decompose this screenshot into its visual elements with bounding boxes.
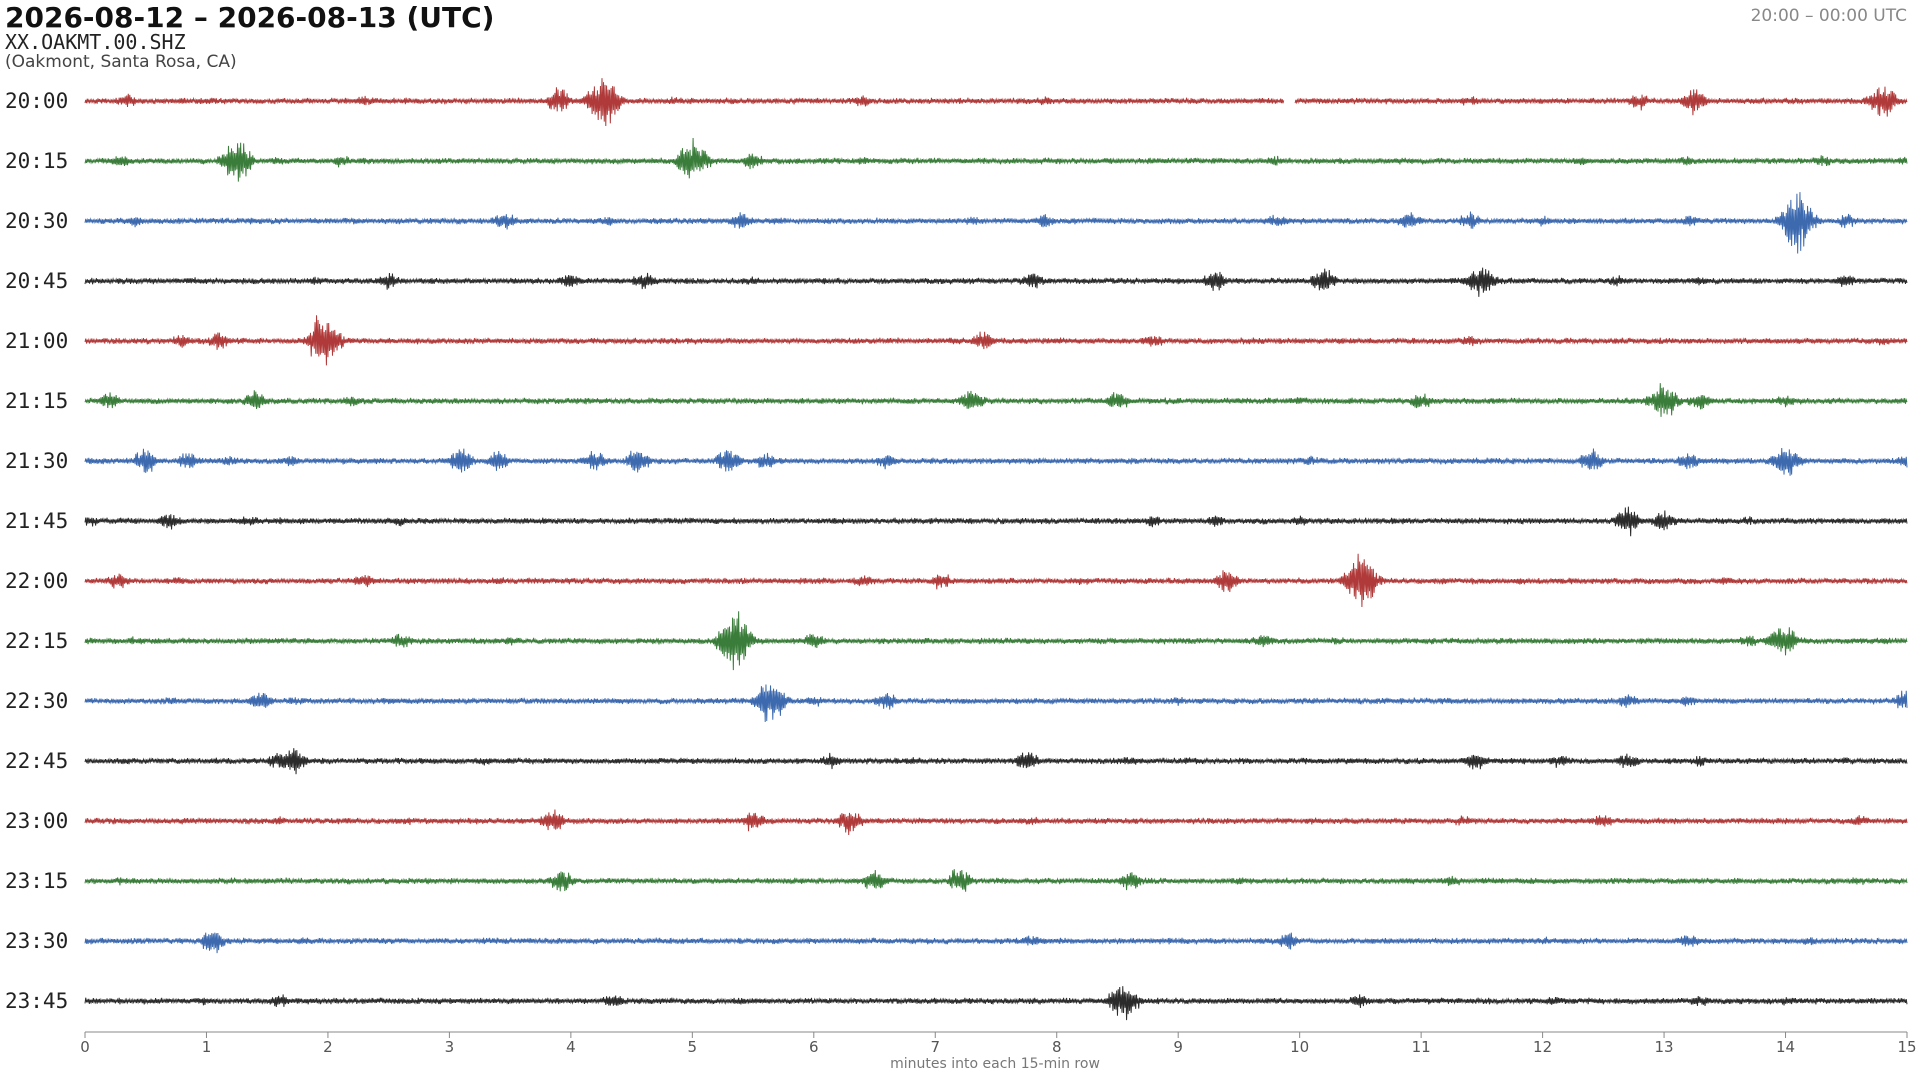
trace-row-2000: 20:00 xyxy=(5,78,1908,126)
seismic-trace xyxy=(84,932,1908,954)
x-axis: 0 1 2 3 4 5 6 7 8 9 10 11 12 13 14 15 xyxy=(80,1031,1917,1056)
seismic-trace xyxy=(84,315,1908,366)
x-tick-label: 7 xyxy=(930,1038,940,1056)
x-tick-label: 3 xyxy=(445,1038,455,1056)
x-tick-label: 13 xyxy=(1655,1038,1674,1056)
seismic-trace xyxy=(84,267,1908,297)
trace-row-2130: 21:30 xyxy=(5,447,1908,476)
x-tick-label: 11 xyxy=(1412,1038,1431,1056)
trace-row-2115: 21:15 xyxy=(5,383,1908,417)
trace-row-2215: 22:15 xyxy=(5,611,1908,671)
x-tick-label: 9 xyxy=(1173,1038,1183,1056)
trace-row-2145: 21:45 xyxy=(5,506,1908,537)
trace-row-2230: 22:30 xyxy=(5,684,1908,722)
time-range: 20:00 – 00:00 UTC xyxy=(1751,6,1907,26)
row-time-label: 21:45 xyxy=(5,509,68,533)
x-tick-label: 4 xyxy=(566,1038,576,1056)
row-time-label: 21:15 xyxy=(5,389,68,413)
x-tick-label: 6 xyxy=(809,1038,819,1056)
row-time-label: 21:00 xyxy=(5,329,68,353)
trace-row-2315: 23:15 xyxy=(5,869,1908,893)
row-time-label: 23:00 xyxy=(5,809,68,833)
trace-row-2030: 20:30 xyxy=(5,192,1908,254)
seismic-trace xyxy=(84,986,1908,1021)
x-tick-label: 2 xyxy=(323,1038,333,1056)
row-time-label: 21:30 xyxy=(5,449,68,473)
station-location: (Oakmont, Santa Rosa, CA) xyxy=(5,52,237,72)
x-tick-label: 14 xyxy=(1776,1038,1795,1056)
trace-row-2015: 20:15 xyxy=(5,138,1908,182)
row-time-label: 22:45 xyxy=(5,749,68,773)
seismic-trace xyxy=(84,138,1908,182)
row-time-label: 23:30 xyxy=(5,929,68,953)
seismic-trace xyxy=(84,684,1908,722)
seismic-trace xyxy=(84,192,1908,254)
seismic-trace xyxy=(84,553,1908,607)
row-time-label: 20:15 xyxy=(5,149,68,173)
x-tick-label: 0 xyxy=(80,1038,90,1056)
trace-row-2300: 23:00 xyxy=(5,809,1908,835)
x-tick-label: 8 xyxy=(1052,1038,1062,1056)
trace-row-2200: 22:00 xyxy=(5,553,1908,607)
x-tick-label: 5 xyxy=(688,1038,698,1056)
seismic-trace xyxy=(84,809,1908,835)
trace-row-2330: 23:30 xyxy=(5,929,1908,954)
row-time-label: 22:00 xyxy=(5,569,68,593)
row-time-label: 22:30 xyxy=(5,689,68,713)
row-time-label: 22:15 xyxy=(5,629,68,653)
seismic-trace xyxy=(84,869,1908,892)
trace-row-2045: 20:45 xyxy=(5,267,1908,297)
station-code: XX.OAKMT.00.SHZ xyxy=(5,30,186,54)
seismic-trace xyxy=(84,78,1908,126)
trace-row-2100: 21:00 xyxy=(5,315,1908,366)
chart-title: 2026-08-12 – 2026-08-13 (UTC) xyxy=(5,1,494,34)
row-time-label: 20:00 xyxy=(5,89,68,113)
trace-rows: 20:00 20:15 20:30 20:45 21:00 21:15 21:30 21:45… xyxy=(5,78,1908,1021)
x-tick-label: 10 xyxy=(1290,1038,1309,1056)
seismic-trace xyxy=(84,748,1908,775)
seismic-trace xyxy=(84,506,1908,537)
row-time-label: 20:45 xyxy=(5,269,68,293)
row-time-label: 23:15 xyxy=(5,869,68,893)
x-axis-label: minutes into each 15-min row xyxy=(890,1056,1100,1072)
x-tick-label: 12 xyxy=(1533,1038,1552,1056)
trace-row-2245: 22:45 xyxy=(5,748,1908,775)
seismic-trace xyxy=(84,447,1908,476)
trace-row-2345: 23:45 xyxy=(5,986,1908,1021)
seismic-trace xyxy=(84,611,1908,671)
x-tick-label: 1 xyxy=(202,1038,212,1056)
x-tick-label: 15 xyxy=(1897,1038,1916,1056)
row-time-label: 20:30 xyxy=(5,209,68,233)
row-time-label: 23:45 xyxy=(5,989,68,1013)
seismic-trace xyxy=(84,383,1908,417)
